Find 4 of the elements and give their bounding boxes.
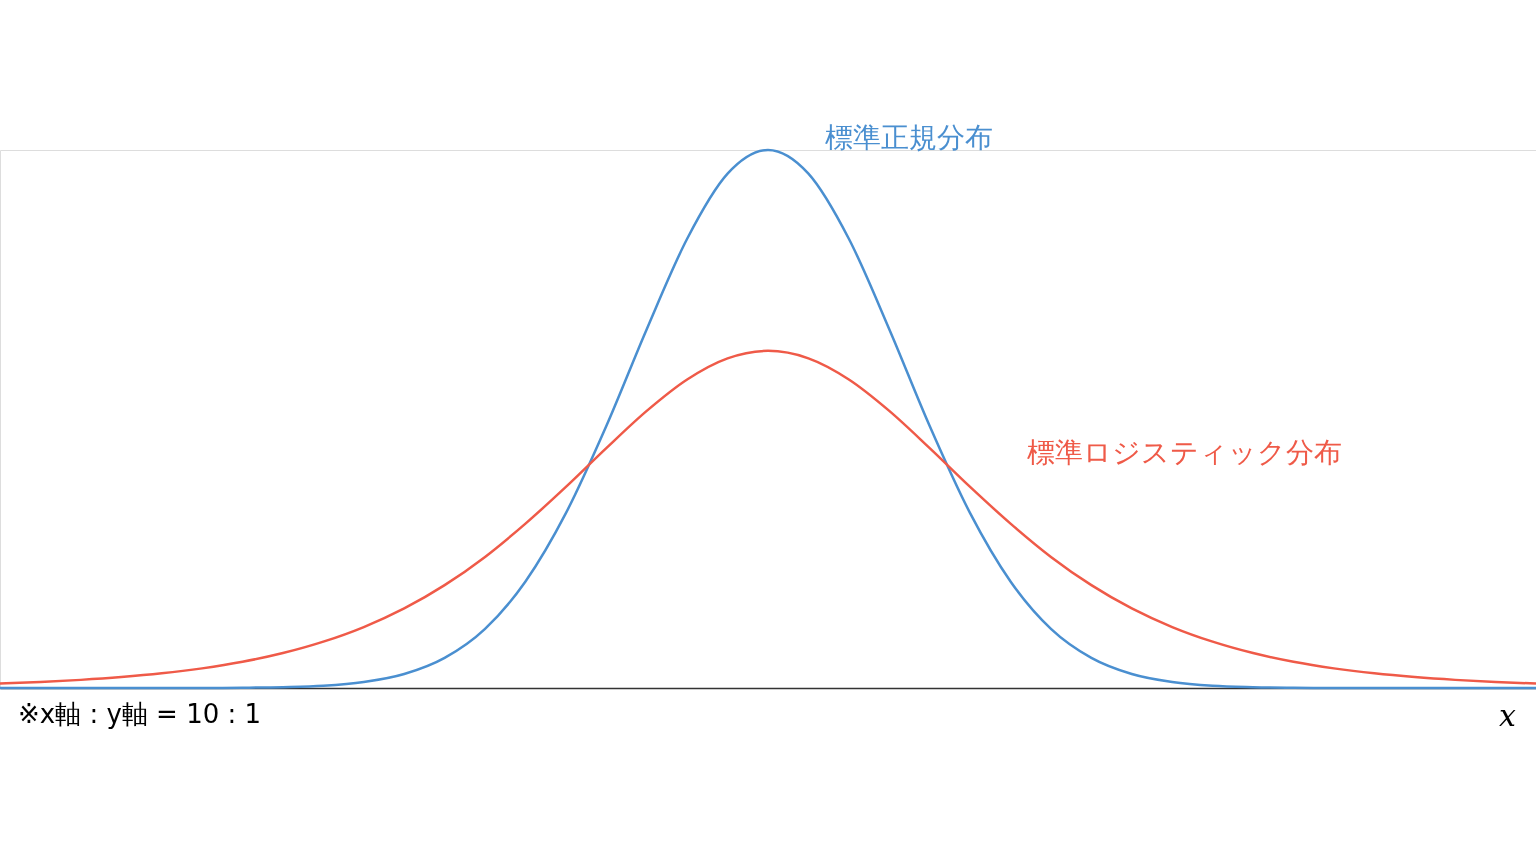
series-label: 標準ロジスティック分布 [1026,435,1342,469]
series-label: 標準正規分布 [824,121,993,155]
text: ※x軸 : y軸 = 10 : 1 [18,699,262,729]
x-axis-title: x [1499,698,1517,733]
